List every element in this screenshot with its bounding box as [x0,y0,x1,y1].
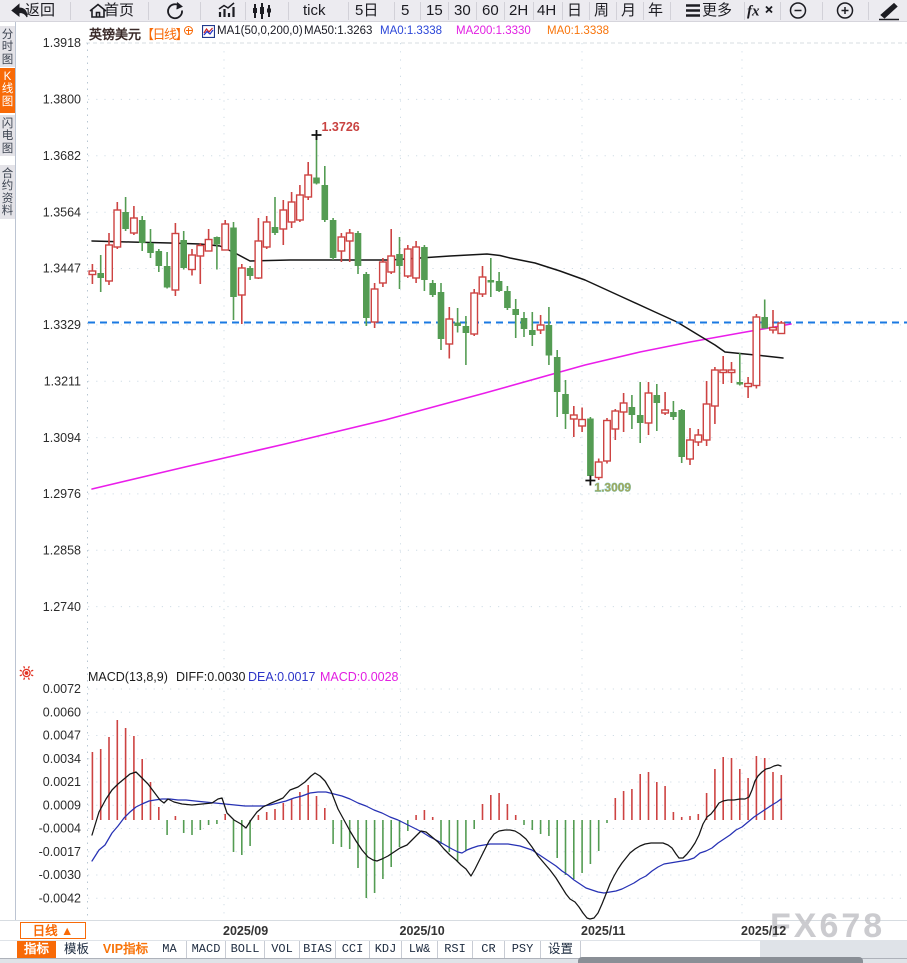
svg-text:MACD(13,8,9): MACD(13,8,9) [88,670,168,684]
svg-text:2025/09: 2025/09 [223,924,268,938]
svg-text:0.0072: 0.0072 [43,682,81,696]
svg-text:1.3682: 1.3682 [43,149,81,163]
svg-text:-0.0004: -0.0004 [39,822,81,836]
svg-text:1.2740: 1.2740 [43,600,81,614]
svg-text:1.3094: 1.3094 [43,431,81,445]
svg-text:1.3211: 1.3211 [44,374,81,388]
svg-text:FX678: FX678 [770,907,885,945]
svg-text:1.3918: 1.3918 [43,36,81,50]
svg-text:2025/10: 2025/10 [400,924,445,938]
svg-text:2025/12: 2025/12 [741,924,786,938]
svg-text:fx: fx [747,4,760,20]
svg-text:MACD:0.0028: MACD:0.0028 [320,670,399,684]
svg-text:2025/11: 2025/11 [581,924,626,938]
svg-text:-0.0042: -0.0042 [39,892,81,906]
svg-text:1.3564: 1.3564 [43,205,81,219]
svg-text:1.2858: 1.2858 [43,544,81,558]
svg-text:0.0047: 0.0047 [43,729,81,743]
svg-text:-0.0017: -0.0017 [39,845,81,859]
svg-text:1.3726: 1.3726 [322,120,360,134]
svg-text:DIFF:0.0030: DIFF:0.0030 [176,670,246,684]
svg-text:1.3329: 1.3329 [43,318,81,332]
svg-text:1.3800: 1.3800 [43,93,81,107]
svg-text:1.2976: 1.2976 [43,487,81,501]
svg-text:0.0034: 0.0034 [43,752,81,766]
svg-text:0.0009: 0.0009 [43,799,81,813]
svg-text:-0.0030: -0.0030 [39,868,81,882]
svg-text:0.0060: 0.0060 [43,705,81,719]
svg-text:1.3447: 1.3447 [43,262,81,276]
svg-text:DEA:0.0017: DEA:0.0017 [248,670,315,684]
svg-text:1.3009: 1.3009 [594,481,631,495]
svg-text:0.0021: 0.0021 [43,775,81,789]
